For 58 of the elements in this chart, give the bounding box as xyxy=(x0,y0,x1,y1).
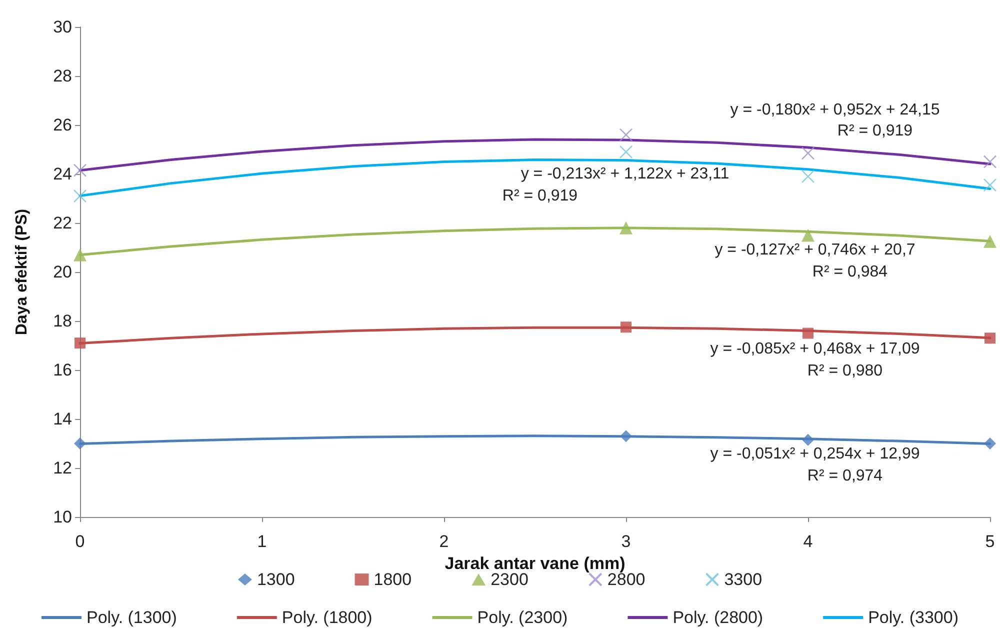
x-axis-title: Jarak antar vane (mm) xyxy=(444,554,626,573)
point xyxy=(74,248,86,262)
point xyxy=(619,128,633,142)
x-tick-label: 4 xyxy=(803,532,813,551)
annotation: R² = 0,984 xyxy=(812,264,888,280)
point xyxy=(73,189,87,203)
point xyxy=(74,438,86,450)
legend-label: 3300 xyxy=(724,570,762,589)
point xyxy=(983,178,997,192)
x-tick-label: 2 xyxy=(439,532,449,551)
point xyxy=(620,322,632,333)
x-tick-label: 3 xyxy=(621,532,631,551)
annotation: y = -0,127x² + 0,746x + 20,7 xyxy=(714,242,916,258)
legend-label: 1800 xyxy=(374,570,412,589)
point xyxy=(74,338,86,349)
point xyxy=(619,145,633,159)
annotation: y = -0,051x² + 0,254x + 12,99 xyxy=(710,446,920,462)
y-tick-label: 30 xyxy=(53,18,72,36)
legend-label: Poly. (2300) xyxy=(477,608,568,627)
point xyxy=(984,234,996,248)
point xyxy=(983,155,997,168)
legend-label: 1300 xyxy=(256,570,295,589)
annotation: y = -0,213x² + 1,122x + 23,11 xyxy=(520,166,730,182)
annotation: R² = 0,980 xyxy=(807,362,883,380)
point xyxy=(802,328,814,339)
legend-label: Poly. (1300) xyxy=(86,608,177,627)
x-tick-label: 0 xyxy=(75,532,85,551)
y-tick-label: 12 xyxy=(53,458,72,478)
x-tick-label: 1 xyxy=(257,532,267,551)
point xyxy=(73,164,87,177)
y-tick-label: 28 xyxy=(53,66,72,86)
annotation: y = -0,180x² + 0,952x + 24,15 xyxy=(730,102,940,118)
y-tick-label: 20 xyxy=(53,262,72,282)
annotation: R² = 0,919 xyxy=(502,188,578,204)
y-tick-label: 14 xyxy=(53,410,72,428)
legend-label: Poly. (3300) xyxy=(868,608,958,627)
legend-label: Poly. (2800) xyxy=(672,608,764,627)
annotation: R² = 0,974 xyxy=(807,468,883,484)
y-tick-label: 22 xyxy=(53,214,72,232)
annotation: R² = 0,919 xyxy=(837,122,913,140)
point xyxy=(984,438,996,450)
point xyxy=(620,221,632,234)
legend-label: Poly. (1800) xyxy=(282,608,372,627)
point xyxy=(802,228,814,242)
point xyxy=(801,170,815,184)
y-tick-label: 16 xyxy=(53,360,72,380)
annotation: y = -0,085x² + 0,468x + 17,09 xyxy=(710,340,920,358)
y-tick-label: 26 xyxy=(53,116,72,134)
point xyxy=(984,332,996,344)
point xyxy=(620,430,632,442)
point xyxy=(802,434,814,446)
y-tick-label: 18 xyxy=(53,312,72,330)
point xyxy=(801,146,815,160)
y-axis-title: Daya efektif (PS) xyxy=(14,208,30,336)
legend-label: 2300 xyxy=(490,570,528,589)
y-tick-label: 24 xyxy=(53,164,72,184)
y-tick-label: 10 xyxy=(53,508,72,526)
x-tick-label: 5 xyxy=(985,532,995,551)
